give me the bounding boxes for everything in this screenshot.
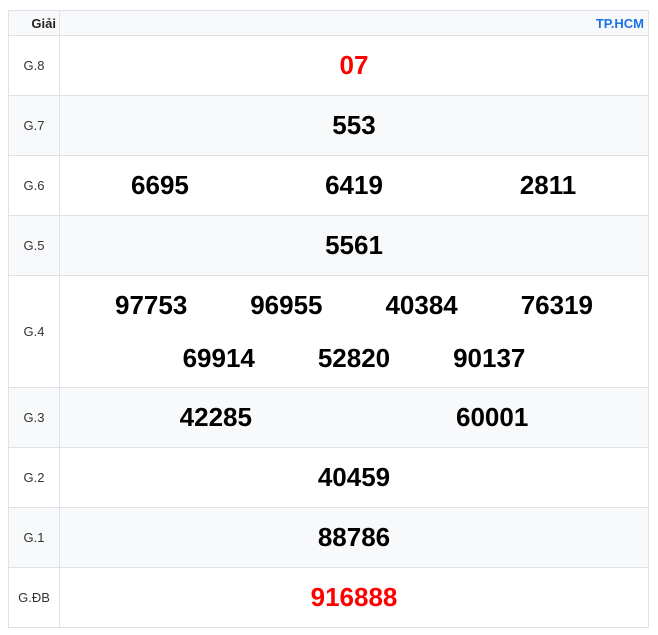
winning-number: 40459 [317,462,391,492]
winning-number: 40384 [385,289,458,320]
prize-row: G.7 553 [8,95,649,156]
prize-row: G.6 6695 6419 2811 [8,155,649,216]
prize-label: G.8 [8,35,60,96]
winning-number: 60001 [456,402,529,432]
prize-row: G.5 5561 [8,215,649,276]
prize-row: G.4 97753 96955 40384 76319 69914 52820 90137 [8,275,649,388]
winning-number: 2811 [519,170,577,200]
prize-numbers-cell: 553 [59,95,649,156]
winning-number: 42285 [179,402,252,432]
winning-number: 97753 [114,289,188,320]
winning-number: 916888 [310,582,398,612]
prize-numbers-cell: 40459 [59,447,649,508]
prize-label: G.7 [8,95,60,156]
winning-number: 6695 [131,170,189,200]
prize-label: G.3 [8,387,60,448]
prize-label: G.5 [8,215,60,276]
prize-numbers-cell: 42285 60001 [59,387,649,448]
prize-row: G.2 40459 [8,447,649,508]
prize-numbers-cell: 07 [59,35,649,96]
winning-number: 07 [339,50,369,80]
prize-label: G.1 [8,507,60,568]
prize-numbers-cell: 88786 [59,507,649,568]
winning-number: 5561 [325,230,383,260]
winning-number: 76319 [520,289,593,320]
prize-numbers-cell: 916888 [59,567,649,628]
province-column-header[interactable]: TP.HCM [59,10,649,36]
prize-row: G.1 88786 [8,507,649,568]
winning-number: 69914 [182,342,255,373]
prize-numbers-cell: 97753 96955 40384 76319 69914 52820 90137 [59,275,649,388]
prize-label: G.4 [8,275,60,388]
prize-row: G.ĐB 916888 [8,567,649,628]
winning-number: 96955 [250,289,323,320]
winning-number: 52820 [317,342,391,373]
winning-number: 553 [332,110,376,140]
lottery-results-table: Giải TP.HCM G.8 07 G.7 553 G.6 6695 6419 2811 G.… [8,10,649,628]
prize-column-header: Giải [8,10,60,36]
prize-label: G.ĐB [8,567,60,628]
prize-row: G.8 07 [8,35,649,96]
winning-number: 90137 [453,342,526,373]
prize-label: G.2 [8,447,60,508]
winning-number: 6419 [325,170,383,200]
winning-number: 88786 [317,522,391,552]
prize-numbers-cell: 5561 [59,215,649,276]
prize-row: G.3 42285 60001 [8,387,649,448]
prize-numbers-cell: 6695 6419 2811 [59,155,649,216]
prize-label: G.6 [8,155,60,216]
table-header: Giải TP.HCM [8,10,649,36]
